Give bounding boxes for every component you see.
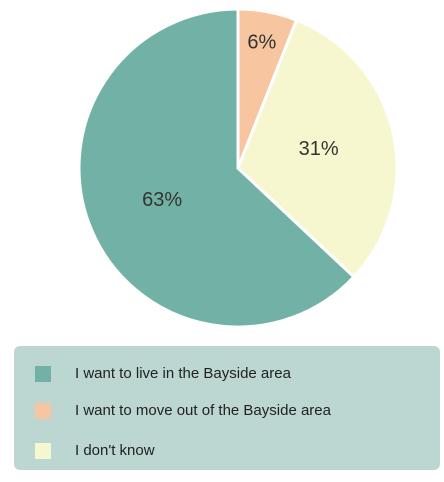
pie-slice bbox=[77, 7, 357, 329]
legend-label: I want to move out of the Bayside area bbox=[75, 402, 332, 419]
slice-label: 31% bbox=[299, 138, 339, 160]
legend-swatch bbox=[35, 366, 51, 382]
legend-label: I don't know bbox=[75, 442, 155, 459]
legend-swatch bbox=[35, 403, 51, 419]
pie-slice bbox=[236, 18, 399, 279]
legend-box bbox=[14, 346, 440, 470]
slice-label: 6% bbox=[247, 31, 276, 53]
legend-swatch bbox=[35, 443, 51, 459]
legend-label: I want to live in the Bayside area bbox=[75, 365, 292, 382]
slice-label: 63% bbox=[142, 189, 182, 211]
